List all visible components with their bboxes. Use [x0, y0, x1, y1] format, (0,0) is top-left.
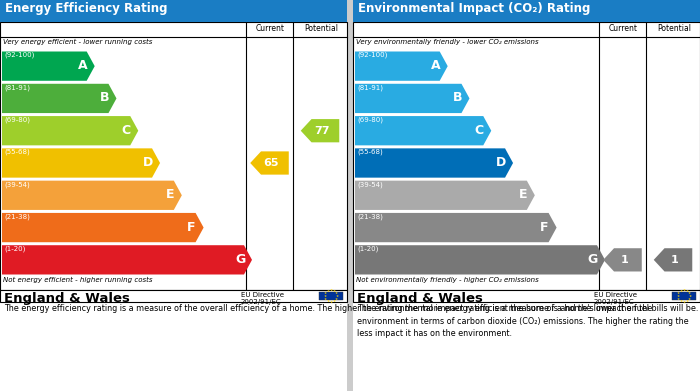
Text: G: G	[588, 253, 598, 266]
Text: (21-38): (21-38)	[4, 213, 30, 220]
Text: Not environmentally friendly - higher CO₂ emissions: Not environmentally friendly - higher CO…	[356, 277, 539, 283]
Text: Current: Current	[608, 24, 638, 33]
Text: ★: ★	[680, 289, 682, 293]
Text: 1: 1	[671, 255, 679, 265]
Text: Environmental Impact (CO₂) Rating: Environmental Impact (CO₂) Rating	[358, 2, 590, 15]
Text: ★: ★	[323, 294, 327, 298]
Text: ★: ★	[335, 291, 338, 295]
Text: C: C	[475, 124, 484, 137]
Text: (92-100): (92-100)	[4, 52, 34, 59]
Text: England & Wales: England & Wales	[4, 292, 130, 305]
Text: ★: ★	[688, 294, 692, 298]
Text: EU Directive
2002/91/EC: EU Directive 2002/91/EC	[594, 292, 637, 305]
Text: D: D	[496, 156, 506, 169]
Text: ★: ★	[330, 288, 332, 292]
Text: ★: ★	[326, 299, 330, 303]
Text: (21-38): (21-38)	[357, 213, 383, 220]
Text: (1-20): (1-20)	[357, 246, 379, 252]
Text: The energy efficiency rating is a measure of the overall efficiency of a home. T: The energy efficiency rating is a measur…	[4, 304, 699, 313]
Text: (55-68): (55-68)	[4, 149, 29, 155]
Text: ★: ★	[324, 297, 328, 301]
Text: B: B	[453, 91, 462, 104]
Text: Potential: Potential	[657, 24, 691, 33]
Text: (92-100): (92-100)	[357, 52, 387, 59]
Text: (55-68): (55-68)	[357, 149, 383, 155]
Text: C: C	[122, 124, 131, 137]
Text: (1-20): (1-20)	[4, 246, 25, 252]
Text: Very energy efficient - lower running costs: Very energy efficient - lower running co…	[3, 39, 153, 45]
Text: Very environmentally friendly - lower CO₂ emissions: Very environmentally friendly - lower CO…	[356, 39, 538, 45]
Text: Potential: Potential	[304, 24, 338, 33]
Text: The environmental impact rating is a measure of a home's impact on the environme: The environmental impact rating is a mea…	[357, 304, 689, 338]
Text: F: F	[540, 221, 549, 233]
Text: E: E	[166, 188, 174, 201]
Text: (81-91): (81-91)	[357, 84, 383, 91]
Text: ★: ★	[680, 299, 682, 303]
Text: G: G	[235, 253, 245, 266]
Text: A: A	[431, 59, 440, 72]
Text: (69-80): (69-80)	[4, 117, 30, 123]
Text: 77: 77	[314, 126, 330, 136]
Text: (69-80): (69-80)	[357, 117, 383, 123]
Text: ★: ★	[687, 297, 691, 301]
Text: ★: ★	[682, 288, 685, 292]
Text: ★: ★	[682, 300, 685, 304]
Text: Not energy efficient - higher running costs: Not energy efficient - higher running co…	[3, 277, 153, 283]
Text: ★: ★	[326, 289, 330, 293]
Text: ★: ★	[687, 291, 691, 295]
Text: E: E	[519, 188, 527, 201]
Text: F: F	[188, 221, 196, 233]
Text: 65: 65	[264, 158, 279, 168]
Text: ★: ★	[332, 299, 335, 303]
Text: Energy Efficiency Rating: Energy Efficiency Rating	[5, 2, 167, 15]
Text: ★: ★	[676, 294, 680, 298]
Text: ★: ★	[677, 297, 680, 301]
Text: 1: 1	[621, 255, 629, 265]
Text: B: B	[99, 91, 109, 104]
Text: (39-54): (39-54)	[4, 181, 29, 188]
Text: (81-91): (81-91)	[4, 84, 30, 91]
Text: ★: ★	[330, 300, 332, 304]
Text: ★: ★	[685, 299, 689, 303]
Text: D: D	[143, 156, 153, 169]
Text: EU Directive
2002/91/EC: EU Directive 2002/91/EC	[241, 292, 284, 305]
Text: ★: ★	[677, 291, 680, 295]
Text: ★: ★	[335, 297, 338, 301]
Text: ★: ★	[324, 291, 328, 295]
Text: (39-54): (39-54)	[357, 181, 383, 188]
Text: England & Wales: England & Wales	[357, 292, 483, 305]
Text: ★: ★	[332, 289, 335, 293]
Text: ★: ★	[685, 289, 689, 293]
Text: A: A	[78, 59, 88, 72]
Text: ★: ★	[335, 294, 339, 298]
Text: Current: Current	[256, 24, 284, 33]
